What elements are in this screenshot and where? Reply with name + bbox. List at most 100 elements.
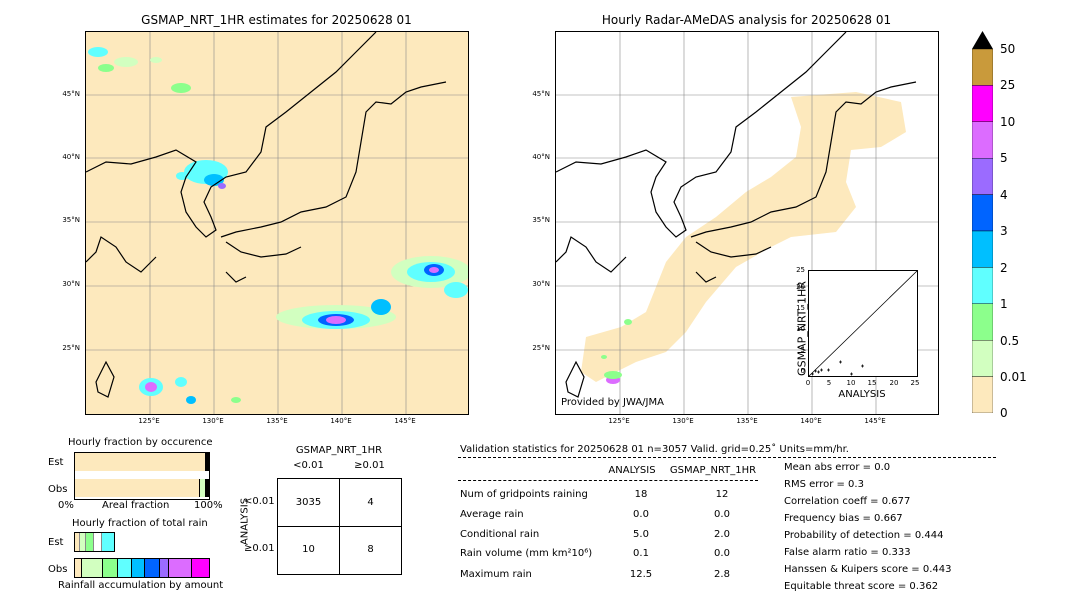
right-lat-label: 45°N <box>532 90 550 98</box>
total-rain-est-bar <box>74 532 115 552</box>
right-map-title: Hourly Radar-AMeDAS analysis for 2025062… <box>601 13 892 27</box>
validation-header: Validation statistics for 20250628 01 n=… <box>460 444 849 455</box>
validation-row-analysis: 5.0 <box>633 529 649 540</box>
scatter-y-tick: 0 <box>800 367 805 375</box>
total-rain-chart <box>74 532 210 578</box>
left-map-title: GSMAP_NRT_1HR estimates for 20250628 01 <box>141 13 412 27</box>
radar-credit: Provided by JWA/JMA <box>561 397 664 408</box>
occurrence-obs-bar <box>75 479 200 497</box>
left-lon-label: 145°E <box>394 417 416 425</box>
validation-row-label: Rain volume (mm km²10⁶) <box>460 548 593 559</box>
scatter-x-tick: 0 <box>805 379 811 387</box>
scatter-y-tick: 10 <box>796 325 805 333</box>
left-map-svg <box>86 32 468 414</box>
colorbar-segment <box>971 194 994 232</box>
colorbar-label: 1 <box>1000 297 1008 311</box>
validation-row-label: Num of gridpoints raining <box>460 489 588 500</box>
validation-score: RMS error = 0.3 <box>784 479 864 490</box>
occurrence-obs-heavy <box>205 479 209 497</box>
total-rain-obs-bar <box>74 558 210 578</box>
colorbar-segment <box>971 230 994 268</box>
contingency-col-lt: <0.01 <box>293 460 324 471</box>
colorbar-segment <box>971 85 994 123</box>
right-lon-label: 140°E <box>800 417 822 425</box>
scatter-x-tick: 5 <box>826 379 832 387</box>
contingency-cell: 3035 <box>295 497 322 508</box>
colorbar-arrow <box>972 31 993 49</box>
scatter-x-tick: 25 <box>910 379 920 387</box>
right-lat-label: 25°N <box>532 344 550 352</box>
left-lat-label: 35°N <box>62 216 80 224</box>
right-lon-label: 130°E <box>672 417 694 425</box>
colorbar-segment <box>971 340 994 377</box>
occurrence-obs-label: Obs <box>48 484 68 495</box>
validation-row-label: Maximum rain <box>460 569 532 580</box>
right-lon-label: 145°E <box>864 417 886 425</box>
validation-score: Probability of detection = 0.444 <box>784 530 944 541</box>
occurrence-est-label: Est <box>48 457 64 468</box>
left-map-grid <box>86 32 468 414</box>
validation-col-gsmap: GSMAP_NRT_1HR <box>669 465 757 476</box>
contingency-title: GSMAP_NRT_1HR <box>295 445 383 456</box>
validation-score: Mean abs error = 0.0 <box>784 462 891 473</box>
validation-row-gsmap: 0.0 <box>714 548 730 559</box>
validation-row-analysis: 0.0 <box>633 509 649 520</box>
occurrence-obs-rain <box>200 479 205 497</box>
colorbar-label: 5 <box>1000 151 1008 165</box>
scatter-x-tick: 10 <box>846 379 856 387</box>
contingency-cell: 4 <box>367 497 374 508</box>
contingency-row-ge: ≥0.01 <box>244 543 275 554</box>
occurrence-est-rain <box>205 453 209 471</box>
validation-subdivider <box>458 480 758 481</box>
scatter-plot <box>808 270 918 377</box>
validation-row-label: Average rain <box>460 509 524 520</box>
validation-row-analysis: 0.1 <box>633 548 649 559</box>
occurrence-axis-right: 100% <box>194 500 223 511</box>
right-lat-label: 30°N <box>532 280 550 288</box>
right-map <box>555 31 939 415</box>
colorbar-label: 50 <box>1000 42 1016 56</box>
left-lat-label: 45°N <box>62 90 80 98</box>
occurrence-axis-left: 0% <box>58 500 74 511</box>
right-lat-label: 40°N <box>532 153 550 161</box>
validation-score: Correlation coeff = 0.677 <box>784 496 911 507</box>
total-rain-est-label: Est <box>48 537 64 548</box>
right-map-coastline <box>556 32 917 398</box>
left-lat-label: 25°N <box>62 344 80 352</box>
scatter-y-tick: 20 <box>796 283 805 291</box>
colorbar-svg <box>971 48 994 414</box>
colorbar-label: 3 <box>1000 224 1008 238</box>
colorbar-label: 0 <box>1000 406 1008 420</box>
total-rain-title: Hourly fraction of total rain <box>72 518 208 529</box>
colorbar-segment <box>971 121 994 159</box>
scatter-y-tick: 5 <box>800 346 805 354</box>
validation-score: Hanssen & Kuipers score = 0.443 <box>784 564 952 575</box>
validation-row-analysis: 12.5 <box>629 569 653 580</box>
left-map-coastline <box>86 32 447 398</box>
validation-row-gsmap: 12 <box>715 489 729 500</box>
validation-score: False alarm ratio = 0.333 <box>784 547 911 558</box>
contingency-row-lt: <0.01 <box>244 496 275 507</box>
colorbar-segment <box>971 303 994 341</box>
scatter-xlabel: ANALYSIS <box>838 389 886 400</box>
scatter-points <box>811 360 864 376</box>
colorbar-label: 10 <box>1000 115 1016 129</box>
contingency-cell: 10 <box>302 544 315 555</box>
validation-row-analysis: 18 <box>634 489 648 500</box>
colorbar-segment <box>971 267 994 304</box>
colorbar-label: 0.01 <box>1000 370 1027 384</box>
left-map <box>85 31 469 415</box>
colorbar-label: 0.5 <box>1000 334 1020 348</box>
left-lon-label: 130°E <box>202 417 224 425</box>
validation-row-gsmap: 2.0 <box>714 529 730 540</box>
colorbar-label: 25 <box>1000 78 1016 92</box>
scatter-diagonal <box>808 270 918 377</box>
left-lon-label: 140°E <box>330 417 352 425</box>
left-lon-label: 125°E <box>138 417 160 425</box>
validation-score: Frequency bias = 0.667 <box>784 513 903 524</box>
occurrence-title: Hourly fraction by occurence <box>68 437 213 448</box>
left-lat-label: 30°N <box>62 280 80 288</box>
colorbar-label: 4 <box>1000 188 1008 202</box>
total-rain-footer: Rainfall accumulation by amount <box>58 580 224 591</box>
scatter-y-tick: 25 <box>796 266 805 274</box>
